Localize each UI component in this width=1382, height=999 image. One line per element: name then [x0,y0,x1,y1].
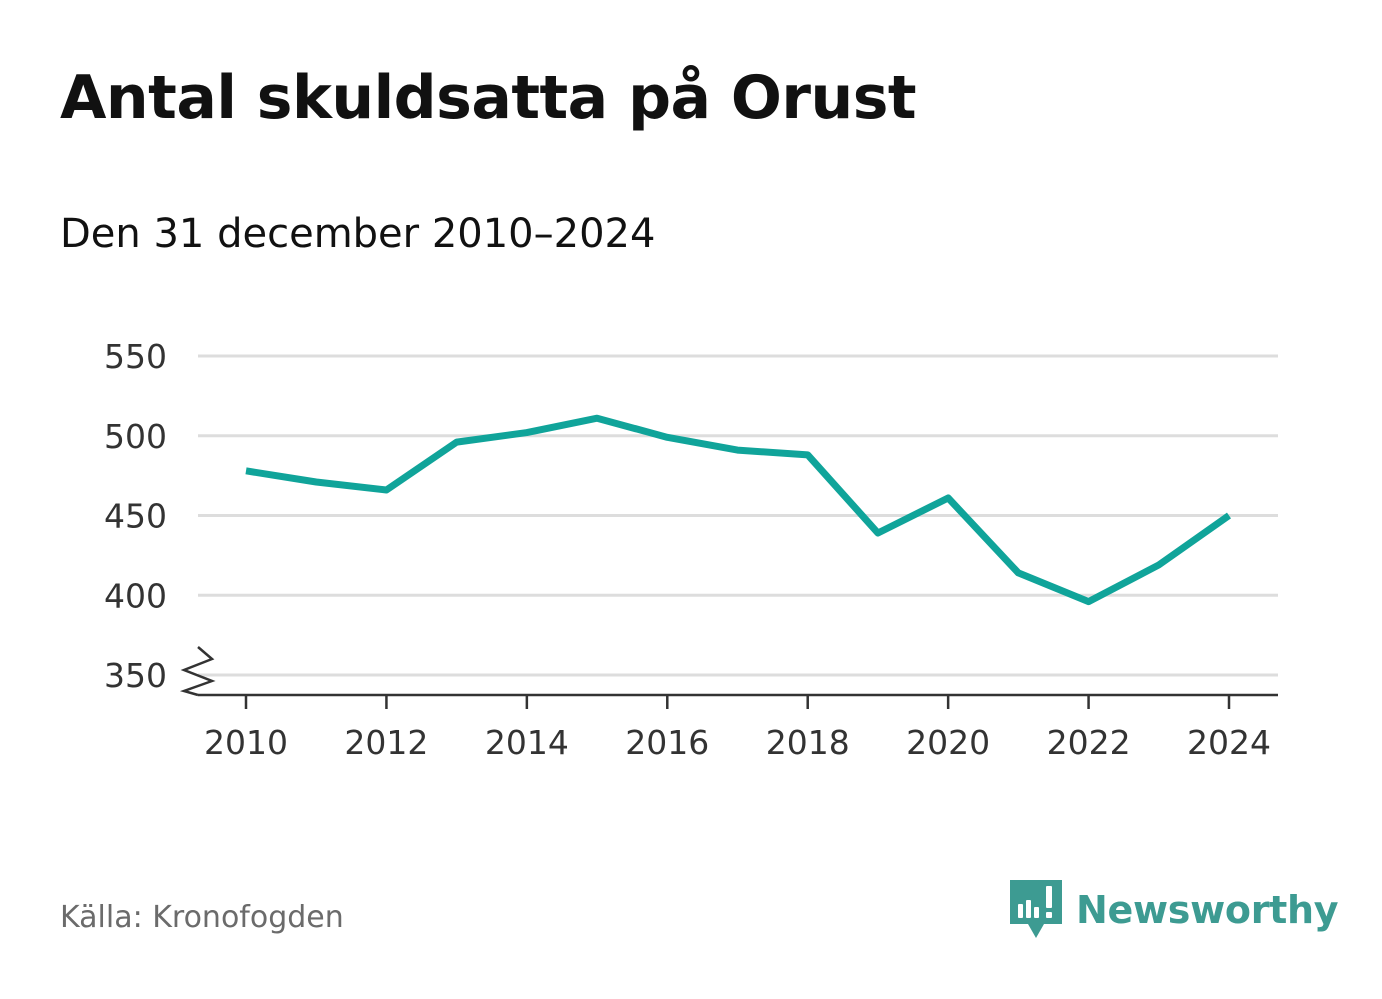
source-note: Källa: Kronofogden [60,900,344,935]
x-tick-label-2022: 2022 [1047,723,1131,762]
x-tick-label-2012: 2012 [344,723,428,762]
newsworthy-logo: Newsworthy [1010,880,1339,940]
x-tick-label-2014: 2014 [485,723,569,762]
y-tick-label-350: 350 [104,656,167,695]
line-chart: 550 500 450 400 350 2010 2012 2014 2016 2018 2020… [104,337,1278,762]
y-tick-label-550: 550 [104,337,167,376]
y-tick-label-450: 450 [104,497,167,536]
newsworthy-chart-icon [1010,880,1062,938]
y-tick-label-400: 400 [104,576,167,615]
gridlines [198,354,1278,677]
x-tick-label-2020: 2020 [906,723,990,762]
series-line-0 [245,414,1232,606]
chart-title: Antal skuldsatta på Orust [60,63,917,133]
series-layer [245,414,1232,606]
chart-subtitle: Den 31 december 2010–2024 [60,211,656,257]
x-tick-label-2016: 2016 [625,723,709,762]
x-axis: 2010 2012 2014 2016 2018 2020 2022 2024 [198,693,1278,762]
x-tick-label-2010: 2010 [204,723,288,762]
axis-break-mark [179,646,216,697]
x-tick-label-2024: 2024 [1187,723,1271,762]
y-axis-labels: 550 500 450 400 350 [104,337,216,697]
x-tick-label-2018: 2018 [766,723,850,762]
y-tick-label-500: 500 [104,417,167,456]
brand-name: Newsworthy [1076,888,1339,932]
